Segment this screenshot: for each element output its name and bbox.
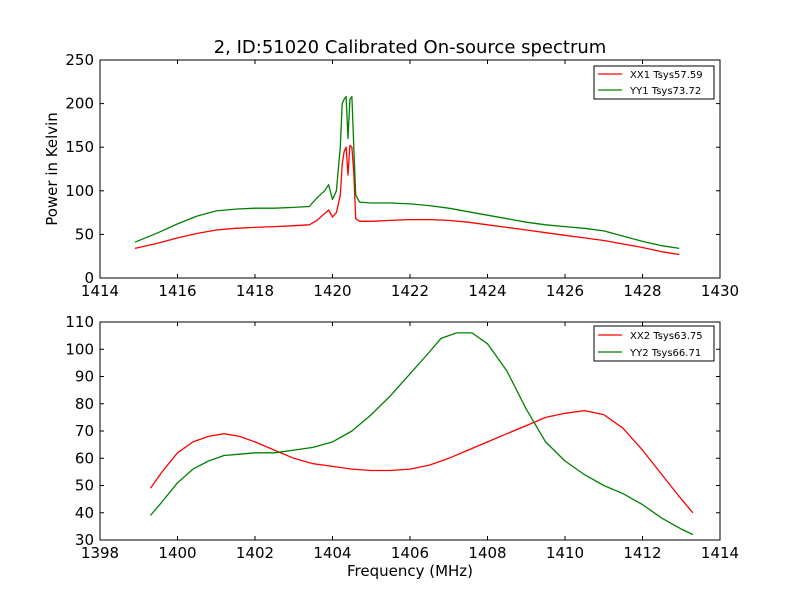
bottom-x-tick-label: 1410 — [546, 544, 584, 562]
top-series-line-xx — [134, 144, 680, 256]
bottom-y-tick-label: 80 — [75, 395, 94, 413]
top-legend-box — [593, 65, 715, 100]
top-y-tick-label: 50 — [75, 225, 94, 243]
top-y-tick-label: 100 — [65, 182, 94, 200]
bottom-subplot: 1398 1400 1402 1404 1406 1408 1410 1412 1414 30 40… — [65, 313, 739, 580]
top-x-tick-label: 1420 — [313, 282, 351, 300]
top-y-tick-label: 150 — [65, 138, 94, 156]
bottom-y-tick-label: 40 — [75, 504, 94, 522]
top-x-tick-label: 1426 — [546, 282, 584, 300]
top-series-line-yy — [134, 95, 680, 250]
top-x-tick-label: 1416 — [158, 282, 196, 300]
top-legend: XX1 Tsys57.59 YY1 Tsys73.72 — [593, 65, 715, 100]
top-subplot: 1414 1416 1418 1420 1422 1424 1426 1428 1430 0 50 1… — [43, 51, 739, 300]
top-x-tick-label: 1428 — [623, 282, 661, 300]
top-legend-label-yy1: YY1 Tsys73.72 — [629, 86, 701, 97]
bottom-y-tick-label: 70 — [75, 422, 94, 440]
bottom-series-group — [149, 332, 694, 536]
bottom-y-tick-label: 110 — [65, 313, 94, 331]
bottom-x-tick-label: 1404 — [313, 544, 351, 562]
bottom-legend-label-xx2: XX2 Tsys63.75 — [630, 331, 703, 342]
bottom-y-tick-label: 50 — [75, 477, 94, 495]
bottom-x-axis-label: Frequency (MHz) — [347, 562, 473, 580]
bottom-x-tick-label: 1408 — [468, 544, 506, 562]
bottom-x-tick-label: 1414 — [701, 544, 739, 562]
top-y-axis-label: Power in Kelvin — [43, 112, 61, 226]
top-x-tick-label: 1424 — [468, 282, 506, 300]
bottom-x-tick-label: 1412 — [623, 544, 661, 562]
bottom-x-tick-label: 1398 — [81, 544, 119, 562]
top-y-tick-label: 200 — [65, 95, 94, 113]
bottom-axis-ticks: 1398 1400 1402 1404 1406 1408 1410 1412 1414 30 40… — [65, 313, 739, 562]
chart-title: 2, ID:51020 Calibrated On-source spectru… — [214, 37, 607, 58]
top-axis-ticks: 1414 1416 1418 1420 1422 1424 1426 1428 1430 0 50 1… — [65, 51, 739, 300]
bottom-series-line-xx — [149, 409, 694, 514]
bottom-y-tick-label: 60 — [75, 449, 94, 467]
bottom-series-line-yy — [149, 332, 694, 536]
top-y-tick-label: 250 — [65, 51, 94, 69]
bottom-legend-box — [593, 325, 715, 362]
bottom-legend: XX2 Tsys63.75 YY2 Tsys66.71 — [593, 325, 715, 362]
bottom-x-tick-label: 1406 — [391, 544, 429, 562]
bottom-y-tick-label: 90 — [75, 368, 94, 386]
bottom-x-tick-label: 1402 — [236, 544, 274, 562]
top-x-tick-label: 1414 — [81, 282, 119, 300]
top-series-group — [134, 95, 680, 256]
bottom-y-tick-label: 30 — [75, 531, 94, 549]
top-legend-label-xx1: XX1 Tsys57.59 — [630, 70, 703, 81]
bottom-y-tick-label: 100 — [65, 340, 94, 358]
top-x-tick-label: 1430 — [701, 282, 739, 300]
top-x-tick-label: 1422 — [391, 282, 429, 300]
bottom-legend-label-yy2: YY2 Tsys66.71 — [629, 348, 701, 359]
top-y-tick-label: 0 — [84, 269, 94, 287]
top-x-tick-label: 1418 — [236, 282, 274, 300]
bottom-x-tick-label: 1400 — [158, 544, 196, 562]
